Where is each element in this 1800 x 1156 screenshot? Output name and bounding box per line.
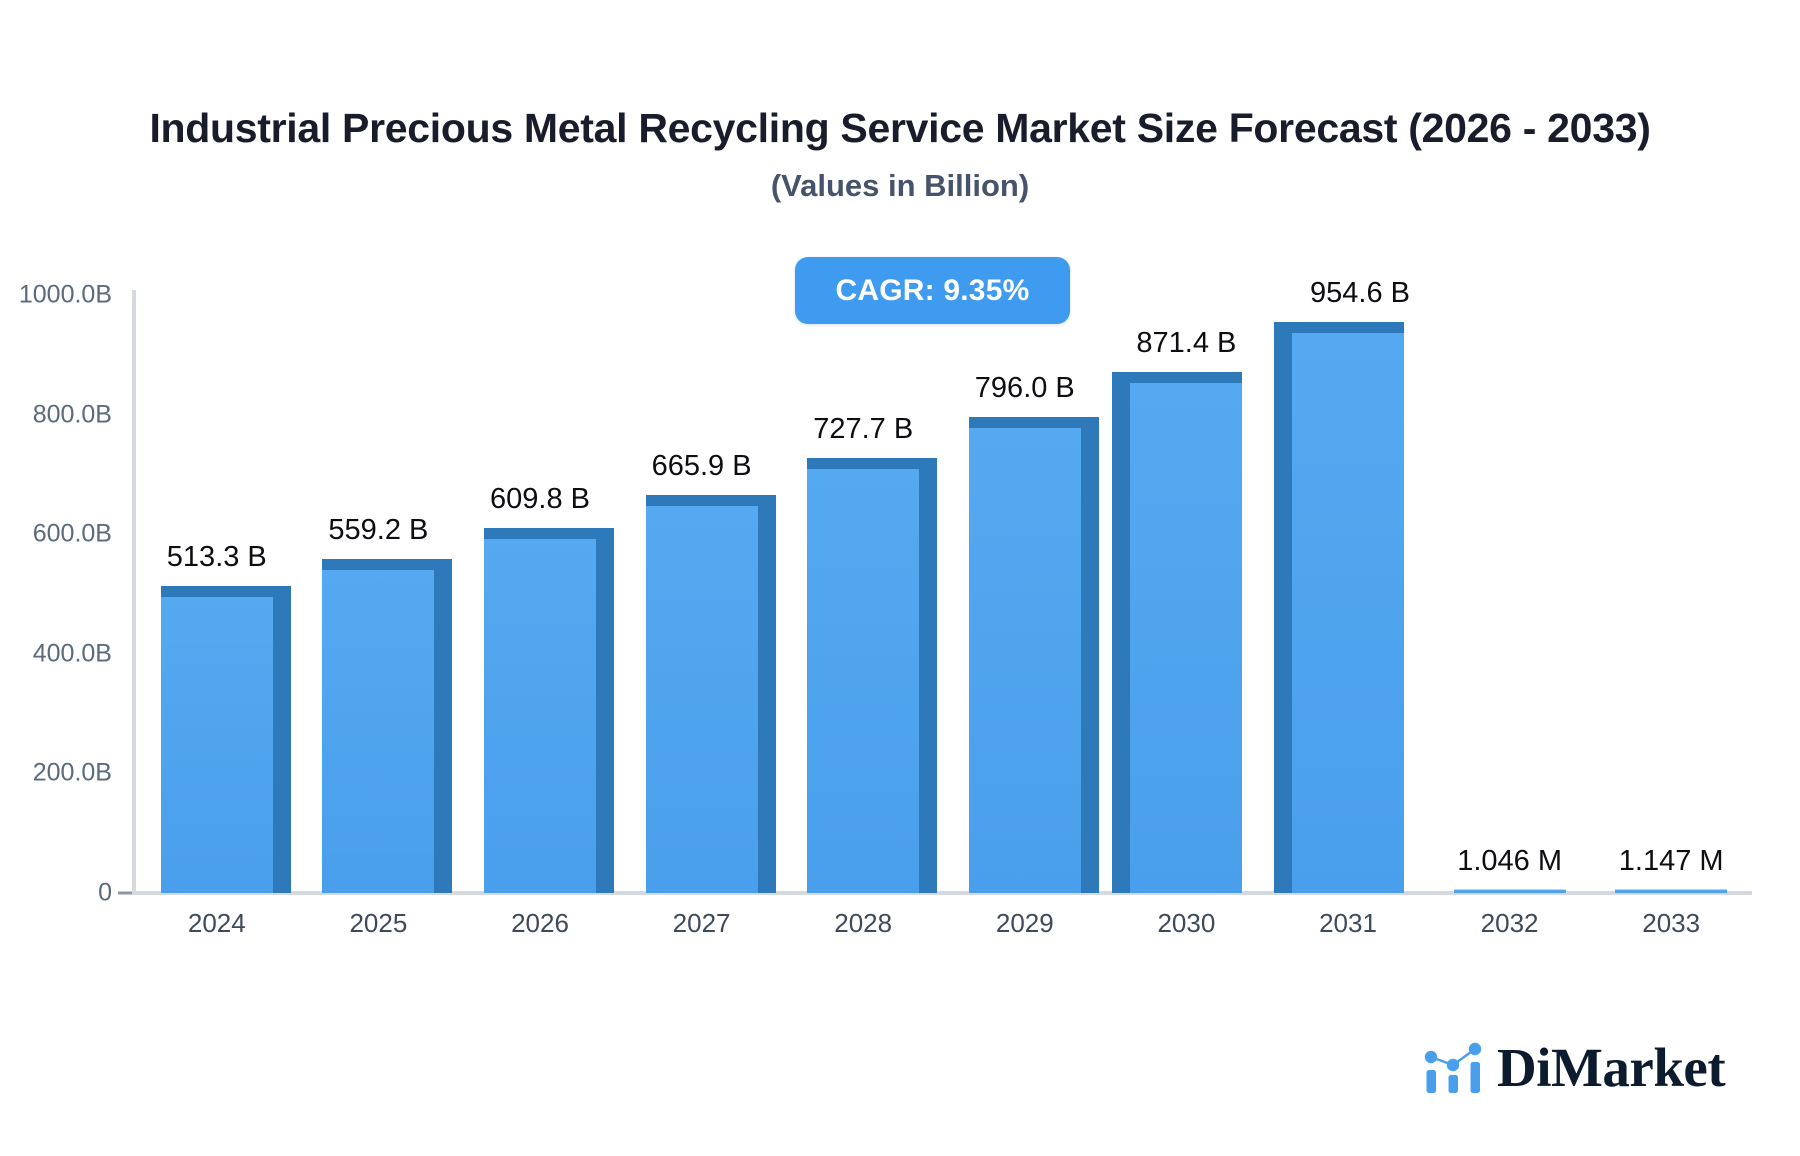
bar-value-label: 1.147 M [1618, 845, 1724, 877]
y-axis-tick-labels: 1000.0B 800.0B 600.0B 400.0B 200.0B 0 [0, 0, 112, 1156]
bar-value-label: 871.4 B [1136, 326, 1237, 359]
x-axis-tick-label: 2026 [511, 908, 569, 938]
bar: 954.6 B [1274, 277, 1410, 893]
bar-value-label: 954.6 B [1310, 277, 1410, 310]
bar-3d-top [807, 457, 938, 469]
bar-3d-top [645, 494, 776, 506]
bar-3d-top [968, 417, 1099, 428]
x-axis-line [132, 891, 1752, 895]
bar-face [484, 539, 596, 893]
bar-3d-side [757, 505, 776, 893]
bar-value-label: 559.2 B [328, 513, 429, 546]
bar-face [1130, 382, 1243, 893]
x-axis-tick-label: 2033 [1642, 908, 1701, 938]
y-axis-tick-label: 400.0B [32, 639, 112, 668]
cagr-badge: CAGR: 9.35% [795, 257, 1070, 324]
bar-face [968, 428, 1081, 893]
y-axis-tick-label: 0 [98, 878, 112, 907]
x-axis-tick-label: 2025 [349, 908, 408, 938]
bar-3d-top [160, 586, 291, 598]
brand-logo: DiMarket [1424, 1036, 1726, 1098]
bar-face [322, 569, 435, 893]
bar-3d-side [434, 569, 453, 893]
bar-3d-side [272, 597, 291, 893]
bar: 727.7 B [807, 413, 938, 893]
brand-logo-text: DiMarket [1497, 1036, 1726, 1098]
x-axis-tick-label: 2032 [1480, 908, 1539, 938]
bar-3d-top [1112, 371, 1243, 383]
bar-3d-side [919, 468, 938, 893]
bar-face [645, 505, 758, 893]
bar-face [807, 468, 920, 893]
cagr-badge-label: CAGR: 9.35% [835, 273, 1030, 307]
bar-3d-top [484, 528, 614, 540]
bar-value-label: 796.0 B [974, 372, 1075, 404]
bar-value-label: 513.3 B [166, 541, 267, 574]
bar-3d-side [596, 539, 614, 893]
bar-value-label: 665.9 B [651, 449, 752, 482]
x-axis-tick-label: 2024 [187, 908, 246, 938]
y-axis-tick-label: 1000.0B [18, 280, 112, 309]
x-axis-tick-label: 2027 [672, 908, 731, 938]
bar-value-label: 727.7 B [813, 412, 914, 445]
chart-subtitle: (Values in Billion) [770, 168, 1030, 203]
y-axis-line [132, 290, 136, 893]
bar-face [160, 597, 273, 893]
bar: 871.4 B [1112, 327, 1243, 893]
x-axis-tick-label: 2030 [1157, 908, 1216, 938]
plot-area: 513.3 B 559.2 B 609.8 B 665.9 B 727.7 B 796.0… [132, 277, 1752, 901]
bar-3d-side [1080, 428, 1099, 893]
bar-3d-side [1274, 333, 1292, 893]
bar-face [1292, 333, 1404, 893]
bar: 1.147 M [1615, 845, 1728, 893]
bar: 796.0 B [968, 372, 1099, 893]
bar: 513.3 B [160, 541, 291, 893]
bar-value-label: 609.8 B [490, 483, 590, 516]
x-axis-tick-label: 2031 [1319, 908, 1377, 938]
bar: 665.9 B [645, 450, 776, 893]
x-axis-tick-label: 2029 [995, 908, 1054, 938]
bar: 609.8 B [484, 483, 614, 893]
bar-value-label: 1.046 M [1457, 845, 1562, 877]
x-axis-tick-label: 2028 [834, 908, 893, 938]
bar-face [1615, 890, 1728, 893]
y-axis-tick-label: 200.0B [32, 758, 112, 787]
y-axis-tick-label: 600.0B [32, 519, 112, 548]
bar-chart-logo-icon [1424, 1042, 1482, 1093]
bar-3d-side [1112, 382, 1131, 893]
y-axis-tick-mark [118, 891, 132, 895]
bar-3d-top [322, 558, 453, 570]
bar-face [1453, 890, 1566, 893]
bar: 559.2 B [322, 514, 453, 893]
page-title: Industrial Precious Metal Recycling Serv… [149, 105, 1651, 151]
y-axis-tick-label: 800.0B [32, 400, 112, 429]
bar: 1.046 M [1453, 845, 1566, 893]
bar-3d-top [1274, 322, 1404, 334]
